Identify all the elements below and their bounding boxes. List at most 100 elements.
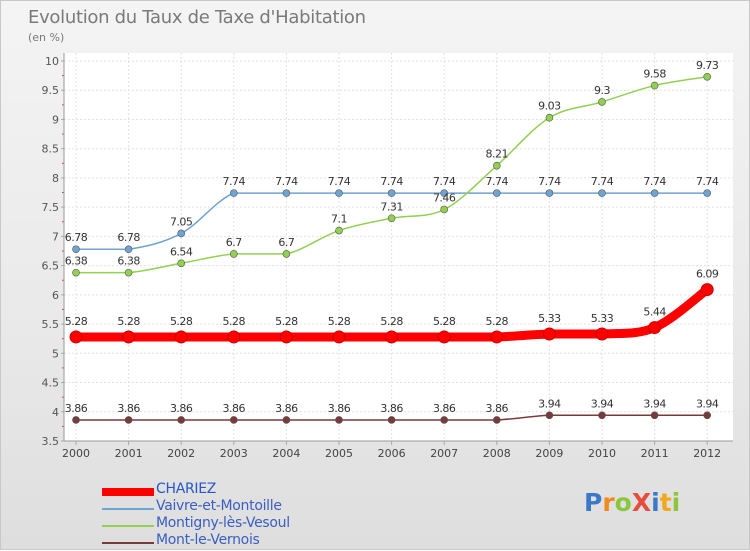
logo-letter: P bbox=[584, 488, 603, 517]
data-point bbox=[650, 81, 659, 90]
data-label: 6.78 bbox=[65, 231, 88, 244]
legend-swatch bbox=[102, 508, 154, 510]
data-point bbox=[230, 189, 238, 197]
data-point bbox=[650, 411, 659, 420]
data-point bbox=[230, 416, 238, 424]
data-point bbox=[440, 205, 449, 214]
data-label: 5.28 bbox=[223, 315, 246, 328]
data-point bbox=[703, 72, 712, 81]
data-label: 9.3 bbox=[594, 84, 610, 97]
data-label: 7.1 bbox=[331, 213, 347, 226]
data-point bbox=[282, 189, 291, 197]
logo-letter: i bbox=[651, 488, 660, 517]
data-label: 7.46 bbox=[433, 191, 456, 204]
data-label: 7.74 bbox=[486, 175, 509, 188]
data-point bbox=[598, 411, 606, 420]
data-point bbox=[545, 113, 554, 122]
data-point bbox=[440, 416, 449, 424]
data-label: 6.54 bbox=[170, 245, 193, 258]
data-label: 7.74 bbox=[643, 175, 666, 188]
x-tick-label: 2006 bbox=[378, 447, 406, 460]
data-point bbox=[69, 330, 83, 344]
data-label: 6.78 bbox=[117, 231, 140, 244]
y-tick-label: 9.5 bbox=[42, 84, 60, 97]
data-label: 5.28 bbox=[117, 315, 140, 328]
y-tick-label: 7.5 bbox=[42, 201, 60, 214]
data-point bbox=[650, 189, 659, 197]
data-point bbox=[440, 189, 449, 197]
data-point bbox=[492, 189, 501, 197]
data-point bbox=[177, 259, 185, 268]
data-point bbox=[385, 330, 399, 344]
x-tick-label: 2003 bbox=[220, 447, 248, 460]
x-tick-label: 2010 bbox=[588, 447, 616, 460]
data-point bbox=[703, 411, 712, 420]
data-point bbox=[598, 189, 606, 197]
data-label: 7.74 bbox=[696, 175, 719, 188]
data-label: 5.28 bbox=[275, 315, 298, 328]
legend-swatch bbox=[102, 488, 154, 496]
logo-letter: i bbox=[671, 488, 681, 517]
data-point bbox=[437, 330, 451, 344]
data-label: 7.74 bbox=[591, 175, 614, 188]
data-label: 5.28 bbox=[328, 315, 351, 328]
x-tick-label: 2004 bbox=[272, 447, 300, 460]
data-label: 9.03 bbox=[538, 100, 561, 113]
data-point bbox=[335, 226, 343, 235]
legend-label: Mont-le-Vernois bbox=[156, 532, 260, 548]
data-point bbox=[598, 98, 606, 106]
data-point bbox=[545, 189, 554, 197]
data-point bbox=[648, 321, 662, 335]
data-label: 3.86 bbox=[380, 402, 403, 415]
data-label: 5.28 bbox=[380, 315, 403, 328]
data-label: 6.38 bbox=[65, 255, 88, 268]
data-point bbox=[545, 411, 554, 420]
data-label: 5.28 bbox=[65, 315, 88, 328]
data-point bbox=[227, 330, 241, 344]
y-tick-label: 5.5 bbox=[42, 318, 60, 331]
plot-area bbox=[64, 53, 733, 441]
data-label: 3.86 bbox=[433, 402, 456, 415]
y-tick-label: 4.5 bbox=[42, 377, 60, 390]
data-point bbox=[492, 416, 501, 424]
x-tick-label: 2009 bbox=[535, 447, 563, 460]
data-point bbox=[542, 327, 556, 341]
y-tick-label: 8 bbox=[52, 172, 59, 185]
data-point bbox=[177, 416, 185, 424]
data-point bbox=[124, 268, 133, 277]
data-point bbox=[387, 416, 396, 424]
data-label: 5.28 bbox=[433, 315, 456, 328]
logo-letter: r bbox=[602, 488, 615, 517]
data-label: 3.86 bbox=[223, 402, 246, 415]
x-tick-label: 2000 bbox=[62, 447, 90, 460]
data-point bbox=[335, 416, 343, 424]
data-point bbox=[387, 214, 396, 223]
legend-label: Montigny-lès-Vesoul bbox=[156, 515, 290, 531]
data-point bbox=[703, 189, 712, 197]
data-label: 7.74 bbox=[538, 175, 561, 188]
data-label: 3.94 bbox=[696, 397, 719, 410]
legend-label: CHARIEZ bbox=[156, 481, 217, 497]
x-tick-label: 2001 bbox=[115, 447, 143, 460]
data-point bbox=[72, 245, 80, 254]
data-label: 6.7 bbox=[226, 236, 242, 249]
data-label: 8.21 bbox=[486, 148, 509, 161]
y-tick-label: 5 bbox=[52, 347, 59, 360]
data-point bbox=[124, 416, 133, 424]
data-point bbox=[72, 416, 80, 424]
data-point bbox=[700, 283, 714, 297]
y-tick-label: 7 bbox=[52, 230, 59, 243]
y-tick-label: 4 bbox=[52, 406, 59, 419]
data-label: 7.74 bbox=[380, 175, 403, 188]
data-label: 5.28 bbox=[170, 315, 193, 328]
legend-swatch bbox=[102, 542, 154, 544]
data-label: 6.09 bbox=[696, 268, 719, 281]
y-tick-label: 6 bbox=[52, 289, 59, 302]
y-tick-label: 9 bbox=[52, 113, 59, 126]
legend-swatch bbox=[102, 525, 154, 527]
data-label: 3.94 bbox=[591, 397, 614, 410]
data-point bbox=[492, 161, 501, 170]
data-point bbox=[279, 330, 293, 344]
x-tick-label: 2011 bbox=[641, 447, 669, 460]
y-tick-label: 8.5 bbox=[42, 143, 60, 156]
